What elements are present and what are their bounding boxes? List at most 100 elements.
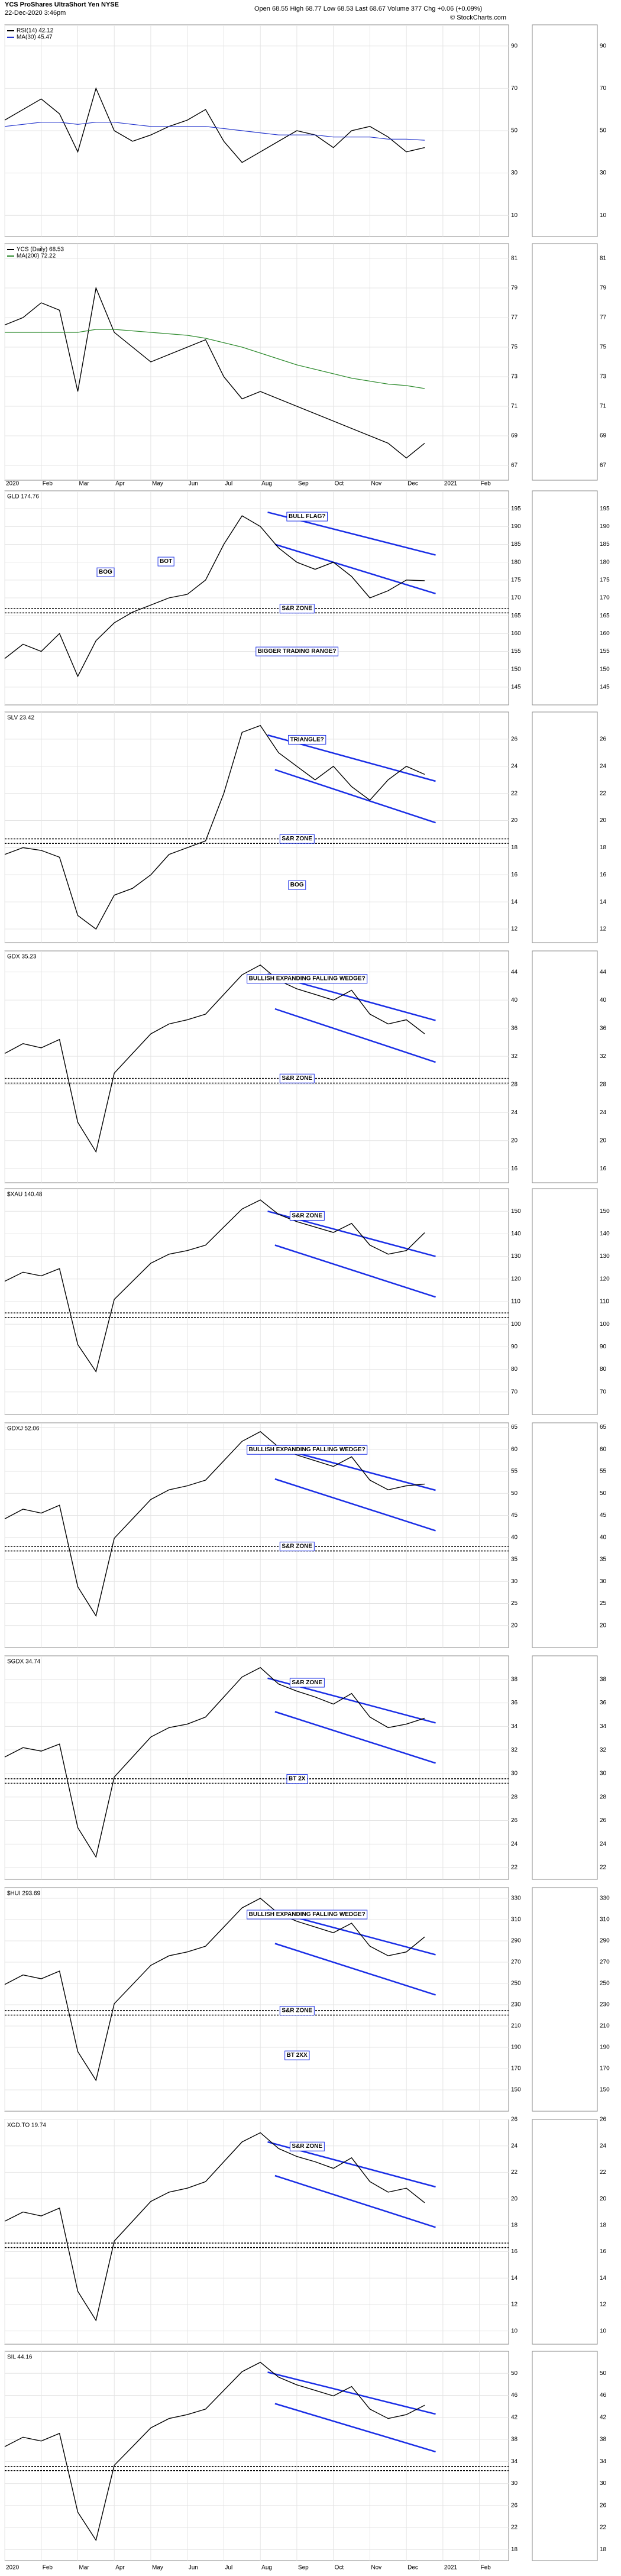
x-tick-label: Sep (298, 481, 309, 487)
x-tick-label: 2021 (444, 2565, 458, 2571)
side-tick-label: 79 (600, 285, 607, 292)
side-tick-label: 90 (600, 43, 607, 49)
price-line (5, 329, 425, 389)
side-tick-label: 10 (600, 212, 607, 219)
side-tick-label: 210 (600, 2023, 610, 2030)
annotation-box (288, 880, 306, 890)
y-tick-label: 46 (511, 2392, 518, 2399)
y-tick-label: 30 (511, 2480, 518, 2487)
price-line (4, 87, 425, 163)
side-tick-label: 28 (600, 1081, 607, 1088)
y-tick-label: 70 (511, 85, 518, 92)
side-tick-label: 165 (600, 613, 610, 619)
annotation-box (284, 2050, 310, 2060)
channel-line (274, 2403, 436, 2453)
y-tick-label: 42 (511, 2414, 518, 2420)
side-tick-label: 20 (600, 2196, 607, 2202)
side-frame (532, 2119, 598, 2345)
panel-title: $XAU 140.48 (7, 1192, 43, 1198)
side-tick-label: 30 (600, 2480, 607, 2487)
y-tick-label: 26 (511, 736, 518, 743)
y-tick-label: 38 (511, 1676, 518, 1682)
side-frame (532, 2351, 598, 2561)
side-tick-label: 80 (600, 1366, 607, 1373)
side-tick-label: 40 (600, 1534, 607, 1541)
annotation: S&R ZONE (292, 1212, 322, 1219)
y-tick-label: 36 (511, 1700, 518, 1706)
y-tick-label: 190 (511, 523, 521, 530)
side-tick-label: 170 (600, 2066, 610, 2072)
x-tick-label: Dec (407, 481, 418, 487)
side-tick-label: 330 (600, 1895, 610, 1902)
panel-title: $HUI 293.69 (7, 1891, 41, 1897)
y-tick-label: 330 (511, 1895, 521, 1902)
annotation-box (289, 2141, 325, 2151)
panel-title: XGD.TO 19.74 (7, 2122, 46, 2129)
y-tick-label: 30 (511, 1771, 518, 1777)
annotation-box (279, 604, 315, 614)
x-tick-label: Feb (481, 481, 491, 487)
side-frame (532, 490, 598, 706)
y-tick-label: 32 (511, 1747, 518, 1753)
side-tick-label: 18 (600, 2222, 607, 2228)
annotation: BT 2XX (287, 2052, 308, 2059)
side-tick-label: 50 (600, 2370, 607, 2377)
x-tick-label: Feb (43, 481, 53, 487)
y-tick-label: 20 (511, 817, 518, 824)
price-line (4, 122, 425, 141)
annotation: BIGGER TRADING RANGE? (258, 648, 337, 655)
side-tick-label: 290 (600, 1938, 610, 1944)
x-tick-label: Aug (261, 481, 272, 487)
x-tick-label: Mar (79, 2565, 89, 2571)
y-tick-label: 250 (511, 1980, 521, 1987)
y-tick-label: 165 (511, 613, 521, 619)
y-tick-label: 90 (511, 1344, 518, 1350)
y-tick-label: 140 (511, 1231, 521, 1237)
y-tick-label: 22 (511, 790, 518, 797)
side-tick-label: 18 (600, 844, 607, 851)
y-tick-label: 55 (511, 1468, 518, 1475)
y-tick-label: 81 (511, 255, 518, 262)
y-tick-label: 100 (511, 1321, 521, 1328)
price-line (4, 2132, 425, 2322)
side-tick-label: 69 (600, 433, 607, 439)
side-tick-label: 155 (600, 648, 610, 655)
x-tick-label: 2020 (6, 481, 20, 487)
x-tick-label: Sep (298, 2565, 309, 2571)
price-line (4, 286, 425, 459)
y-tick-label: 22 (511, 1865, 518, 1871)
header-date: 22-Dec-2020 3:46pm (5, 9, 66, 17)
y-tick-label: 26 (511, 2117, 518, 2123)
annotation-box (289, 1211, 325, 1221)
annotation: TRIANGLE? (290, 736, 324, 743)
y-tick-label: 79 (511, 285, 518, 292)
side-tick-label: 120 (600, 1276, 610, 1282)
side-tick-label: 24 (600, 2143, 607, 2149)
side-tick-label: 26 (600, 736, 607, 743)
side-tick-label: 185 (600, 541, 610, 548)
x-tick-label: Nov (371, 2565, 381, 2571)
side-tick-label: 70 (600, 1389, 607, 1395)
y-tick-label: 10 (511, 2328, 518, 2334)
annotation-box (286, 1774, 308, 1784)
header-quote: Open 68.55 High 68.77 Low 68.53 Last 68.… (254, 5, 482, 12)
annotation: BULLISH EXPANDING FALLING WEDGE? (249, 1911, 366, 1918)
annotation: BT 2X (289, 1776, 306, 1782)
y-tick-label: 24 (511, 763, 518, 769)
y-tick-label: 230 (511, 2002, 521, 2008)
x-tick-label: Nov (371, 481, 381, 487)
y-tick-label: 20 (511, 1137, 518, 1144)
side-tick-label: 30 (600, 1771, 607, 1777)
side-tick-label: 34 (600, 1723, 607, 1730)
side-tick-label: 250 (600, 1980, 610, 1987)
side-tick-label: 24 (600, 1109, 607, 1116)
annotation-box (289, 1678, 325, 1688)
y-tick-label: 34 (511, 1723, 518, 1730)
side-tick-label: 26 (600, 1817, 607, 1824)
side-tick-label: 44 (600, 969, 607, 975)
side-tick-label: 180 (600, 559, 610, 565)
y-tick-label: 73 (511, 374, 518, 380)
side-tick-label: 26 (600, 2117, 607, 2123)
side-tick-label: 46 (600, 2392, 607, 2399)
y-tick-label: 10 (511, 212, 518, 219)
